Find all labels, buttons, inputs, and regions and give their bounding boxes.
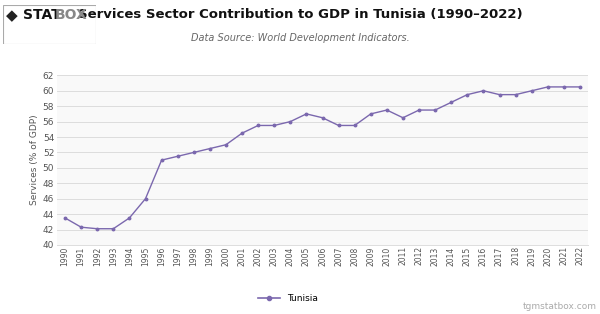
Text: ◆: ◆ <box>6 8 18 23</box>
Text: BOX: BOX <box>55 8 88 22</box>
Text: Data Source: World Development Indicators.: Data Source: World Development Indicator… <box>191 33 409 43</box>
Text: STAT: STAT <box>23 8 61 22</box>
Text: tgmstatbox.com: tgmstatbox.com <box>523 302 597 311</box>
Text: Services Sector Contribution to GDP in Tunisia (1990–2022): Services Sector Contribution to GDP in T… <box>77 8 523 21</box>
Y-axis label: Services (% of GDP): Services (% of GDP) <box>29 115 38 205</box>
Legend: Tunisia: Tunisia <box>254 290 322 306</box>
